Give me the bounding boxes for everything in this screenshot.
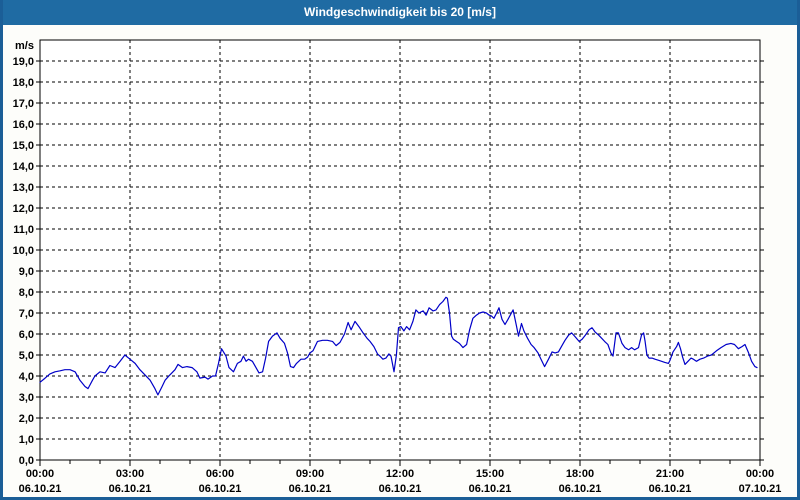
svg-text:18:00: 18:00 [566, 468, 594, 480]
svg-text:06.10.21: 06.10.21 [289, 483, 332, 495]
svg-text:21:00: 21:00 [656, 468, 684, 480]
y-axis-unit-label: m/s [15, 40, 34, 52]
svg-text:06.10.21: 06.10.21 [379, 483, 422, 495]
svg-text:06.10.21: 06.10.21 [469, 483, 512, 495]
svg-text:12,0: 12,0 [13, 203, 34, 215]
svg-text:00:00: 00:00 [26, 468, 54, 480]
svg-text:7,0: 7,0 [19, 308, 34, 320]
svg-text:9,0: 9,0 [19, 266, 34, 278]
svg-text:m/s: m/s [15, 40, 34, 52]
wind-speed-line [39, 296, 758, 396]
svg-text:00:00: 00:00 [746, 468, 774, 480]
svg-text:06.10.21: 06.10.21 [19, 483, 62, 495]
svg-text:11,0: 11,0 [13, 224, 34, 236]
svg-text:0,0: 0,0 [19, 455, 34, 467]
vertical-gridlines [129, 40, 671, 460]
svg-text:03:00: 03:00 [116, 468, 144, 480]
svg-text:06.10.21: 06.10.21 [559, 483, 602, 495]
wind-speed-chart: 0,0 1,0 2,0 3,0 4,0 5,0 6,0 7,0 8,0 9,0 10,0 11,0 12… [13, 39, 782, 495]
title-bar: Windgeschwindigkeit bis 20 [m/s] [3, 0, 797, 25]
x-axis-time-labels: 00:00 03:00 06:00 09:00 12:00 15:00 18:00 21:00… [26, 468, 774, 480]
svg-text:1,0: 1,0 [19, 434, 34, 446]
svg-text:3,0: 3,0 [19, 392, 34, 404]
svg-text:15:00: 15:00 [476, 468, 504, 480]
svg-text:06.10.21: 06.10.21 [649, 483, 692, 495]
y-axis-ticks [36, 60, 764, 461]
svg-text:09:00: 09:00 [296, 468, 324, 480]
svg-text:16,0: 16,0 [13, 119, 34, 131]
x-axis-ticks [39, 460, 761, 466]
svg-text:18,0: 18,0 [13, 77, 34, 89]
svg-text:10,0: 10,0 [13, 245, 34, 257]
svg-text:12:00: 12:00 [386, 468, 414, 480]
y-axis-labels: 0,0 1,0 2,0 3,0 4,0 5,0 6,0 7,0 8,0 9,0 10,0 11,0 12… [13, 56, 34, 467]
svg-text:8,0: 8,0 [19, 287, 34, 299]
svg-text:19,0: 19,0 [13, 56, 34, 68]
svg-text:07.10.21: 07.10.21 [739, 483, 782, 495]
svg-text:4,0: 4,0 [19, 371, 34, 383]
svg-text:06.10.21: 06.10.21 [109, 483, 152, 495]
svg-text:15,0: 15,0 [13, 140, 34, 152]
svg-text:5,0: 5,0 [19, 350, 34, 362]
svg-text:06.10.21: 06.10.21 [199, 483, 242, 495]
svg-text:6,0: 6,0 [19, 329, 34, 341]
svg-text:13,0: 13,0 [13, 182, 34, 194]
svg-text:2,0: 2,0 [19, 413, 34, 425]
svg-text:14,0: 14,0 [13, 161, 34, 173]
svg-text:17,0: 17,0 [13, 98, 34, 110]
svg-text:06:00: 06:00 [206, 468, 234, 480]
chart-title: Windgeschwindigkeit bis 20 [m/s] [304, 5, 496, 19]
x-axis-date-labels: 06.10.21 06.10.21 06.10.21 06.10.21 06.10.21… [19, 483, 782, 495]
